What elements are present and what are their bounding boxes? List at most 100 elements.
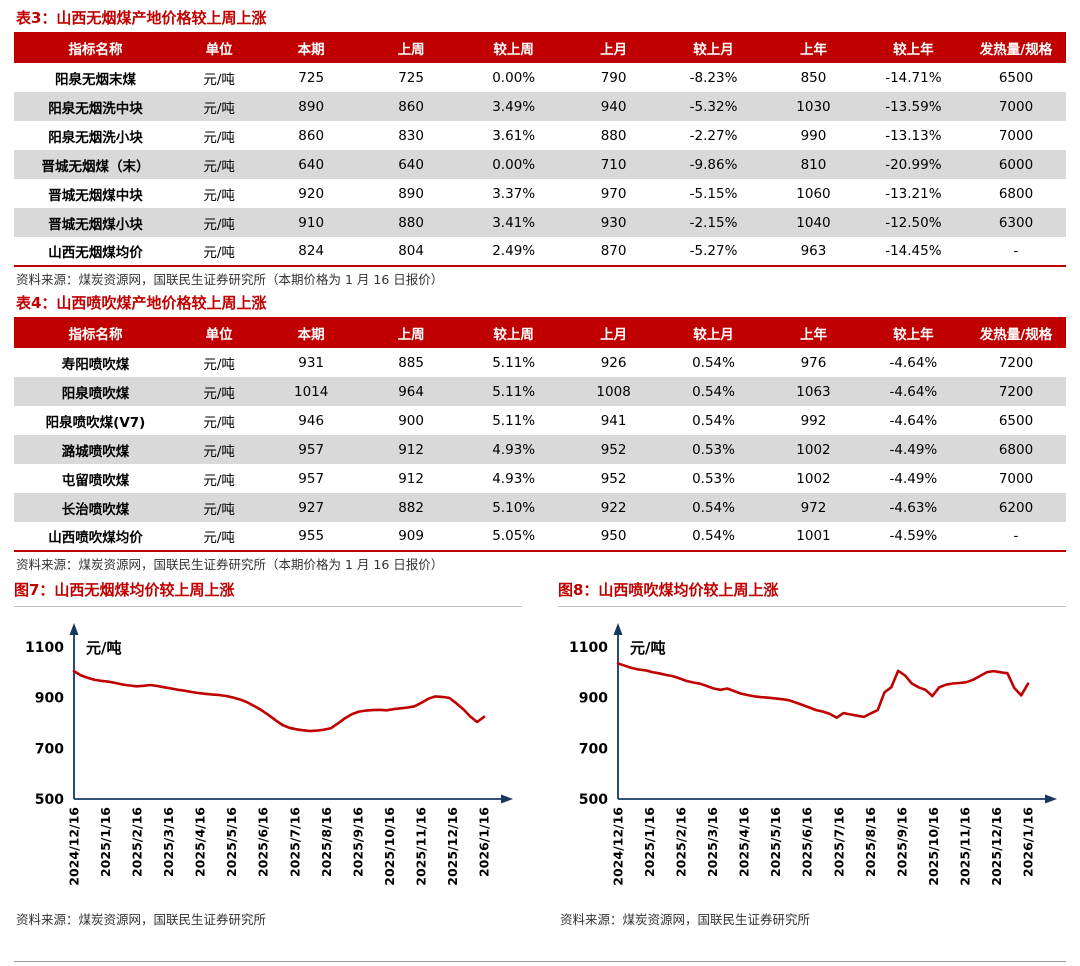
column-header: 发热量/规格 (965, 32, 1066, 63)
price-table-pci: 指标名称 单位 本期 上周 较上周 上月 较上月 上年 较上年 发热量/规格 寿阳喷吹煤 元/吨 931… (14, 317, 1066, 552)
table-cell: 6200 (965, 493, 1066, 522)
table-cell: 0.00% (461, 150, 567, 179)
table-cell: 阳泉喷吹煤(V7) (45, 414, 146, 431)
column-header: 较上月 (660, 317, 767, 348)
table-cell: 880 (361, 208, 462, 237)
table-row: 晋城无烟煤小块 元/吨 910 880 3.41% 930 -2.15% 1040 -12.50… (14, 208, 1066, 237)
table-cell: -4.64% (860, 377, 966, 406)
table-row: 晋城无烟煤中块 元/吨 920 890 3.37% 970 -5.15% 1060 -13.21… (14, 179, 1066, 208)
x-tick-label: 2025/1/16 (98, 807, 113, 877)
y-tick-label: 900 (35, 691, 64, 707)
axis-unit-label: 元/吨 (86, 639, 121, 657)
table-cell: 元/吨 (203, 245, 235, 261)
table-cell: 882 (361, 493, 462, 522)
table-cell: 870 (600, 243, 627, 259)
table-cell: 4.93% (492, 470, 536, 487)
table-cell: 992 (800, 412, 827, 429)
table-cell: 976 (800, 354, 827, 371)
table-cell: 5.10% (461, 493, 567, 522)
table-cell: -8.23% (689, 69, 738, 86)
table-cell: 1060 (796, 185, 831, 202)
header-row: 指标名称 单位 本期 上周 较上周 上月 较上月 上年 较上年 发热量/规格 (14, 317, 1066, 348)
table-cell: -20.99% (860, 150, 966, 179)
table-cell: 潞城喷吹煤 (14, 435, 178, 464)
table-row: 山西无烟煤均价 元/吨 824 804 2.49% 870 -5.27% 963 -14.45%… (14, 237, 1066, 266)
table-cell: 3.41% (461, 208, 567, 237)
table-cell: 964 (361, 377, 462, 406)
table-cell: -12.50% (860, 208, 966, 237)
table-cell: 3.37% (492, 185, 536, 202)
table4-source-note: 资料来源：煤炭资源网，国联民生证券研究所（本期价格为 1 月 16 日报价） (16, 557, 444, 572)
table-cell: 912 (361, 435, 462, 464)
table-cell: 725 (398, 69, 424, 86)
table-cell: 7000 (998, 470, 1034, 487)
table-cell: 元/吨 (177, 435, 262, 464)
table4-title: 表4：山西喷吹煤产地价格较上周上涨 (16, 294, 267, 312)
x-tick-label: 2025/11/16 (957, 807, 972, 886)
table-cell: 元/吨 (203, 187, 235, 204)
table-cell: 屯留喷吹煤 (61, 472, 130, 489)
x-tick-label: 2025/7/16 (287, 807, 302, 877)
table-cell: 元/吨 (203, 129, 235, 146)
column-header: 较上月 (660, 32, 767, 63)
table-cell: 7200 (965, 377, 1066, 406)
table-cell: 912 (398, 470, 424, 487)
column-header: 上周 (361, 317, 462, 348)
table-cell: 952 (566, 435, 661, 464)
column-header: 指标名称 (14, 317, 178, 348)
y-tick-label: 500 (579, 792, 608, 808)
table-cell: 900 (398, 412, 424, 429)
x-tick-label: 2025/2/16 (130, 807, 145, 877)
table-cell: 963 (800, 243, 827, 259)
table-cell: 927 (261, 493, 362, 522)
table-cell: -14.71% (885, 69, 942, 86)
column-header: 上年 (766, 317, 861, 348)
table-cell: 920 (298, 185, 325, 202)
table-cell: 元/吨 (203, 414, 235, 431)
table-cell: 3.49% (461, 92, 567, 121)
x-tick-label: 2025/9/16 (350, 807, 365, 877)
table-cell: -4.64% (889, 412, 938, 429)
table-cell: 930 (566, 208, 661, 237)
table-cell: 950 (600, 528, 627, 544)
table-cell: 957 (261, 435, 362, 464)
table-cell: 6500 (998, 69, 1034, 86)
table-cell: -4.63% (860, 493, 966, 522)
x-tick-label: 2025/4/16 (193, 807, 208, 877)
table-cell: 0.54% (660, 493, 767, 522)
x-tick-label: 2025/10/16 (926, 807, 941, 886)
column-header: 指标名称 (14, 32, 178, 63)
x-tick-label: 2025/4/16 (737, 807, 752, 877)
report-page: 表3：山西无烟煤产地价格较上周上涨 指标名称 单位 本期 上周 较上周 上月 较上月 上年 较上… (14, 8, 1066, 962)
x-tick-label: 2025/1/16 (642, 807, 657, 877)
table-cell: 941 (600, 412, 627, 429)
table-row: 屯留喷吹煤 元/吨 957 912 4.93% 952 0.53% 1002 -4.49% 700… (14, 464, 1066, 493)
table-cell: 4.93% (461, 435, 567, 464)
table-cell: 阳泉喷吹煤 (14, 377, 178, 406)
table-cell: 0.54% (692, 354, 735, 371)
table-row: 长治喷吹煤 元/吨 927 882 5.10% 922 0.54% 972 -4.63% 6200 (14, 493, 1066, 522)
table-cell: 790 (600, 69, 627, 86)
table-cell: 909 (398, 528, 424, 544)
table-row: 阳泉喷吹煤(V7) 元/吨 946 900 5.11% 941 0.54% 992 -4.64%… (14, 406, 1066, 435)
y-tick-label: 700 (35, 741, 64, 757)
table-cell: 晋城无烟煤（末） (14, 150, 178, 179)
table-cell: 860 (361, 92, 462, 121)
column-header: 单位 (177, 32, 262, 63)
x-tick-label: 2025/12/16 (445, 807, 460, 886)
x-tick-label: 2025/6/16 (256, 807, 271, 877)
chart7-source-note: 资料来源：煤炭资源网，国联民生证券研究所 (16, 912, 267, 927)
x-tick-label: 2025/8/16 (319, 807, 334, 877)
table-cell: 元/吨 (177, 208, 262, 237)
table-cell: 元/吨 (177, 150, 262, 179)
table-cell: 830 (398, 127, 424, 144)
table-cell: -4.64% (889, 354, 938, 371)
header-row: 指标名称 单位 本期 上周 较上周 上月 较上月 上年 较上年 发热量/规格 (14, 32, 1066, 63)
table3-source-note: 资料来源：煤炭资源网，国联民生证券研究所（本期价格为 1 月 16 日报价） (16, 272, 444, 287)
table-cell: 922 (566, 493, 661, 522)
table-cell: 946 (298, 412, 325, 429)
table-cell: - (1013, 528, 1019, 544)
table3-title: 表3：山西无烟煤产地价格较上周上涨 (16, 9, 267, 27)
x-tick-label: 2025/9/16 (894, 807, 909, 877)
table-cell: 640 (361, 150, 462, 179)
